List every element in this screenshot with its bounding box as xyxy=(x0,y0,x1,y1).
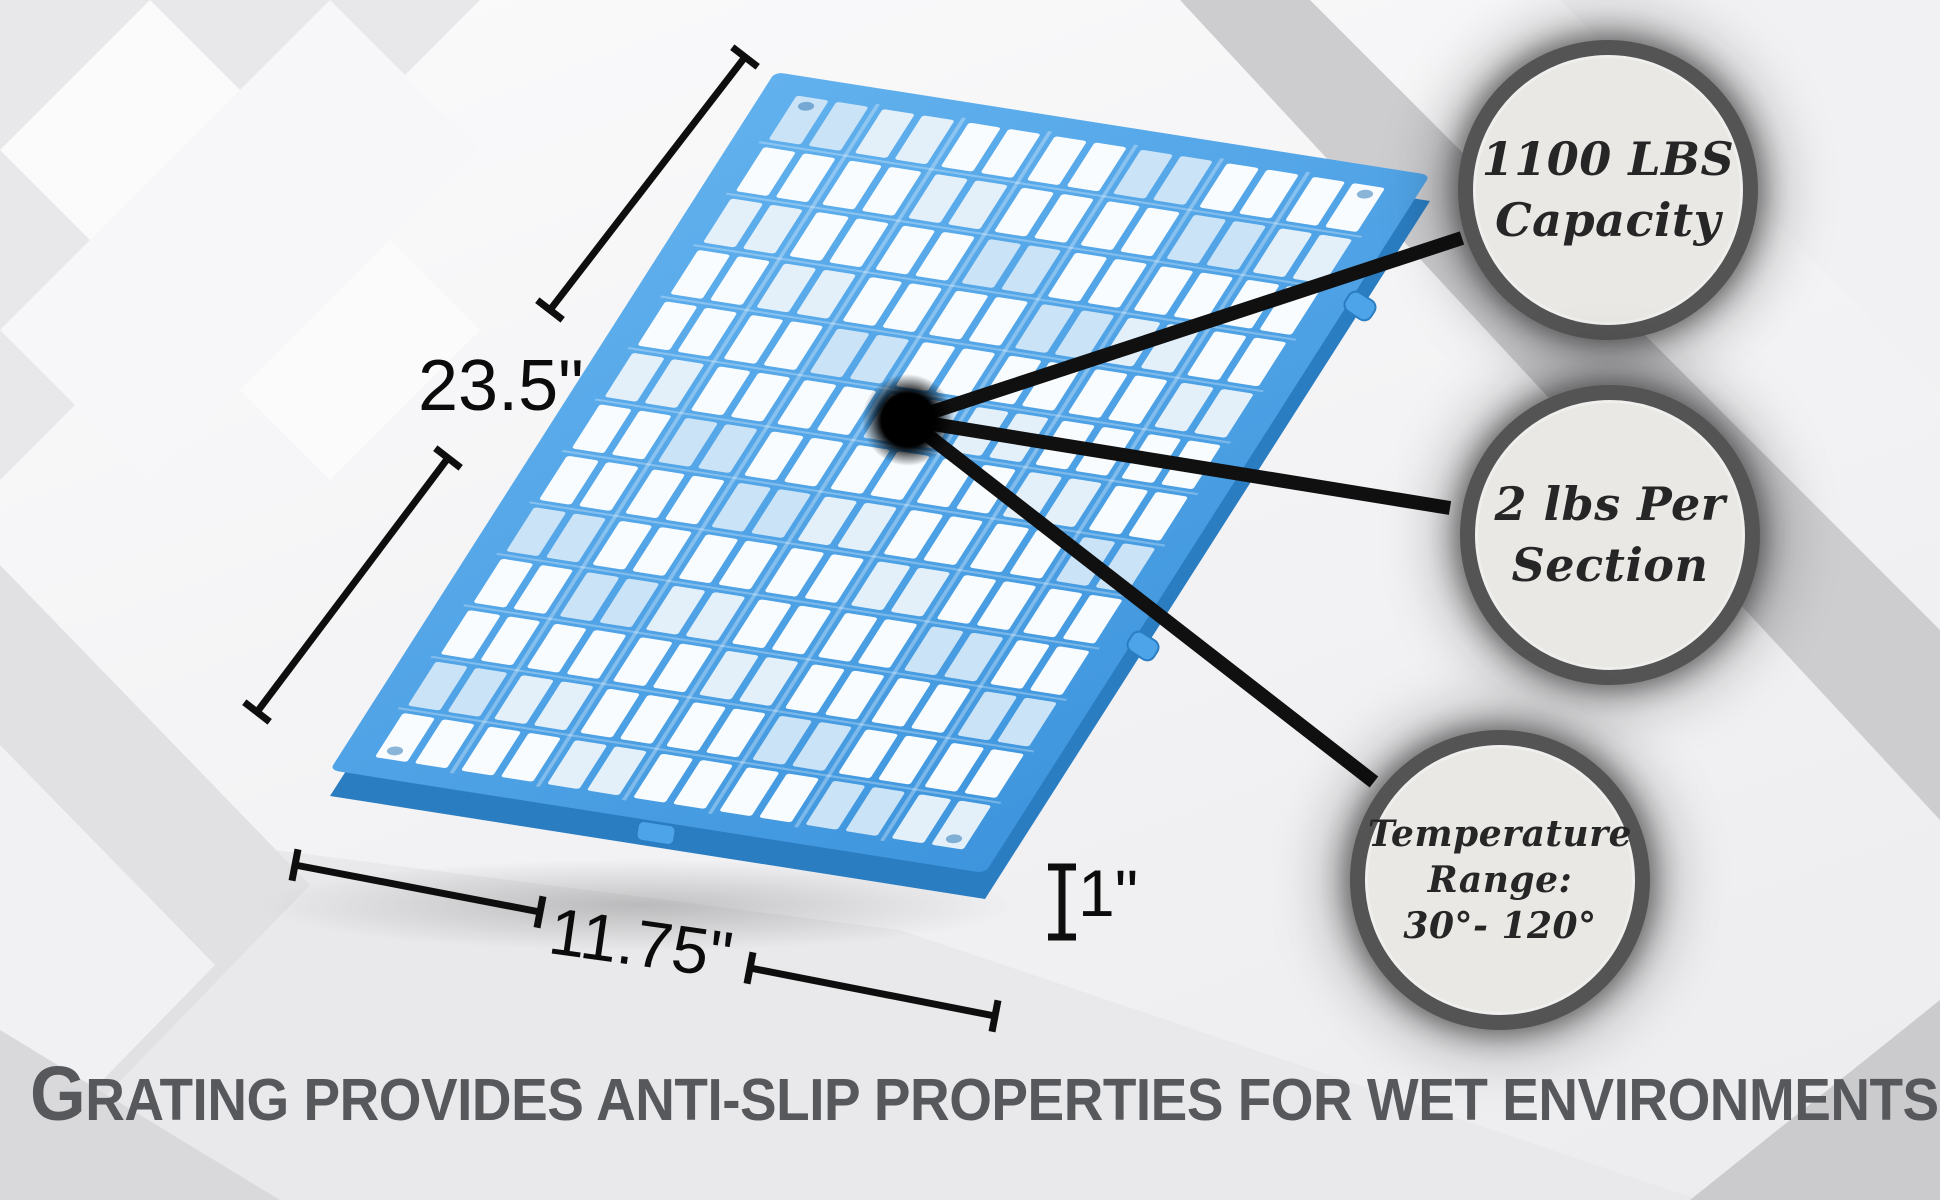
bg-corner-bottomright xyxy=(1690,1000,1940,1200)
bg-band-topleft-2 xyxy=(0,0,480,480)
callout-temp-line2: Range: xyxy=(1427,858,1573,901)
dimension-lines xyxy=(242,44,1076,1033)
dimension-label-length: 23.5" xyxy=(418,346,584,426)
callout-weight-line2: Section xyxy=(1511,538,1709,592)
connector-weight xyxy=(906,413,1452,515)
callout-weight-line1: 2 lbs Per xyxy=(1494,477,1726,532)
dim-length-line-lower xyxy=(254,455,451,715)
connector-capacity xyxy=(905,231,1465,427)
grating-pegs xyxy=(635,290,1377,846)
connector-temp xyxy=(903,414,1379,788)
callout-capacity: 1100 LBS Capacity xyxy=(1458,40,1758,340)
callout-weight: 2 lbs Per Section xyxy=(1460,385,1760,685)
grating-holes xyxy=(375,95,1385,850)
dim-width-line-left xyxy=(294,861,541,916)
grating-panel xyxy=(332,73,1428,872)
callout-connector-lines xyxy=(903,231,1465,788)
grating-corner-holes xyxy=(386,101,1374,844)
callout-capacity-line1: 1100 LBS xyxy=(1481,132,1735,187)
panel-shadow xyxy=(260,859,1020,951)
callout-temp-line3: 30°- 120° xyxy=(1403,905,1597,948)
callout-capacity-line2: Capacity xyxy=(1495,193,1721,247)
callout-temp-line1: Temperature xyxy=(1367,812,1633,855)
dim-width-line-right xyxy=(749,964,996,1020)
bg-corner-bottomleft xyxy=(0,1030,280,1200)
dim-length-line-upper xyxy=(547,54,748,313)
headline-text: Grating provides anti-slip properties fo… xyxy=(30,1051,1939,1137)
grating-base xyxy=(332,73,1428,872)
grating-rail-highlights xyxy=(397,103,1363,842)
focal-dot xyxy=(862,374,954,466)
callout-temperature: Temperature Range: 30°- 120° xyxy=(1350,730,1650,1030)
dimension-label-height: 1" xyxy=(1078,856,1139,930)
